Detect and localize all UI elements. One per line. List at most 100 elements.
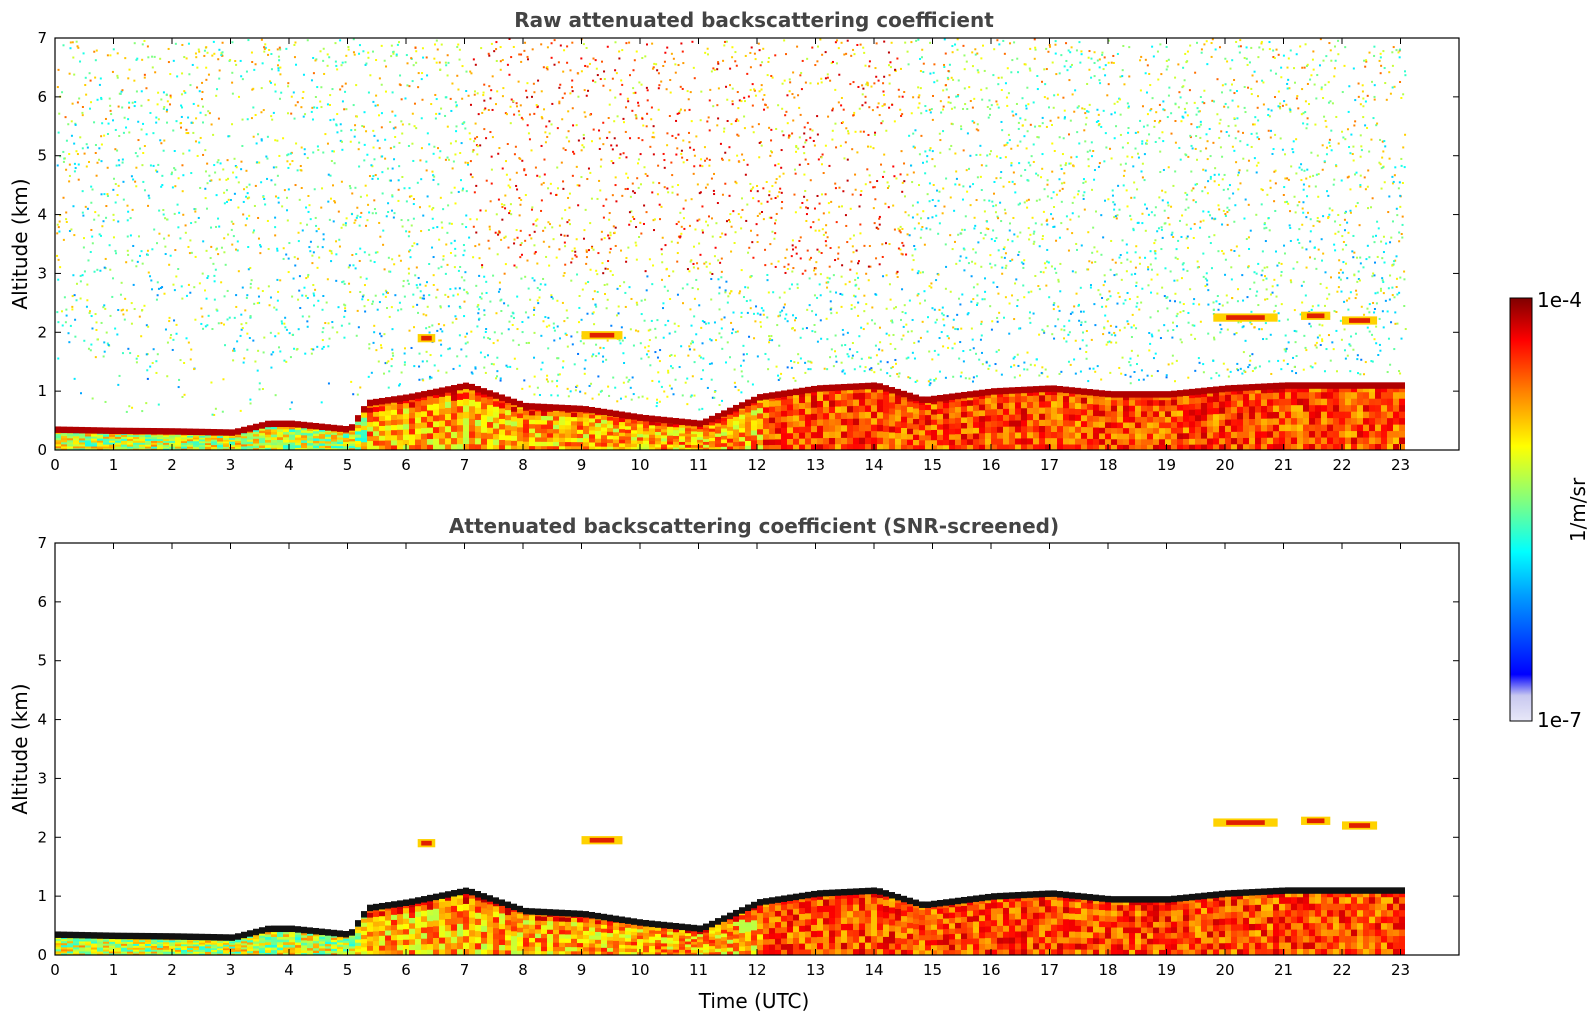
heatmap-cell [289,444,295,448]
noise-speckle [755,223,758,226]
noise-speckle [867,279,870,282]
noise-speckle [182,152,185,155]
noise-speckle [434,93,437,96]
noise-speckle [249,315,252,318]
noise-speckle [225,178,228,181]
heatmap-cell [601,415,607,420]
noise-speckle [865,303,868,306]
heatmap-cell [403,402,409,409]
noise-speckle [407,267,410,270]
noise-speckle [626,187,629,190]
noise-speckle [280,320,283,323]
noise-speckle [334,42,337,45]
noise-speckle [101,225,104,228]
noise-speckle [713,321,716,324]
noise-speckle [251,88,254,91]
noise-speckle [892,204,895,207]
heatmap-cell [415,411,421,418]
noise-speckle [872,207,875,210]
heatmap-cell [883,437,889,445]
noise-speckle [347,46,350,49]
heatmap-cell [337,445,343,449]
boundary-layer-edge [775,391,781,398]
noise-speckle [703,146,706,149]
heatmap-cell [679,435,685,440]
noise-speckle [369,74,372,77]
noise-speckle [341,61,344,64]
noise-speckle [71,295,74,298]
heatmap-cell [835,431,841,438]
boundary-layer-edge [205,428,211,436]
noise-speckle [466,292,469,295]
heatmap-cell [61,445,67,449]
noise-speckle [800,88,803,91]
noise-speckle [358,165,361,168]
noise-speckle [348,184,351,187]
noise-speckle [265,155,268,158]
noise-speckle [724,289,727,292]
noise-speckle [550,56,553,59]
noise-speckle [94,144,97,147]
boundary-layer-edge [343,426,349,433]
heatmap-cell [217,442,223,446]
noise-speckle [651,136,654,139]
heatmap-cell [643,440,649,445]
noise-speckle [283,359,286,362]
noise-speckle [635,258,638,261]
heatmap-cell [487,410,493,417]
heatmap-cell [187,435,193,438]
heatmap-cell [373,411,379,417]
noise-speckle [229,58,232,61]
noise-speckle [189,84,192,87]
boundary-layer-edge [667,417,673,424]
noise-speckle [670,52,673,55]
boundary-layer-edge [625,412,631,419]
noise-speckle [782,306,785,309]
noise-speckle [608,131,611,134]
noise-speckle [813,324,816,327]
noise-speckle [517,343,520,346]
noise-speckle [736,91,739,94]
noise-speckle [848,348,851,351]
noise-speckle [207,110,210,113]
noise-speckle [458,364,461,367]
noise-speckle [389,179,392,182]
noise-speckle [648,339,651,342]
noise-speckle [143,304,146,307]
noise-speckle [98,147,101,150]
noise-speckle [430,376,433,379]
noise-speckle [577,95,580,98]
noise-speckle [227,135,230,138]
boundary-layer-edge [187,428,193,435]
noise-speckle [405,200,408,203]
heatmap-cell [247,432,253,436]
noise-speckle [524,275,527,278]
noise-speckle [204,170,207,173]
heatmap-cell [163,440,169,443]
noise-speckle [350,380,353,383]
noise-speckle [519,243,522,246]
noise-speckle [330,159,333,162]
noise-speckle [764,104,767,107]
noise-speckle [584,359,587,362]
noise-speckle [564,332,567,335]
heatmap-cell [97,440,103,443]
noise-speckle [804,141,807,144]
noise-speckle [414,274,417,277]
heatmap-cell [415,422,421,429]
heatmap-cell [127,440,133,443]
heatmap-cell [793,409,799,416]
heatmap-cell [385,430,391,436]
noise-speckle [73,294,76,297]
heatmap-cell [469,418,475,426]
noise-speckle [214,407,217,410]
noise-speckle [582,43,585,46]
noise-speckle [204,289,207,292]
noise-speckle [240,168,243,171]
noise-speckle [608,237,611,240]
heatmap-cell [871,424,877,432]
noise-speckle [115,252,118,255]
noise-speckle [266,157,269,160]
heatmap-cell [343,443,349,447]
noise-speckle [195,56,198,59]
